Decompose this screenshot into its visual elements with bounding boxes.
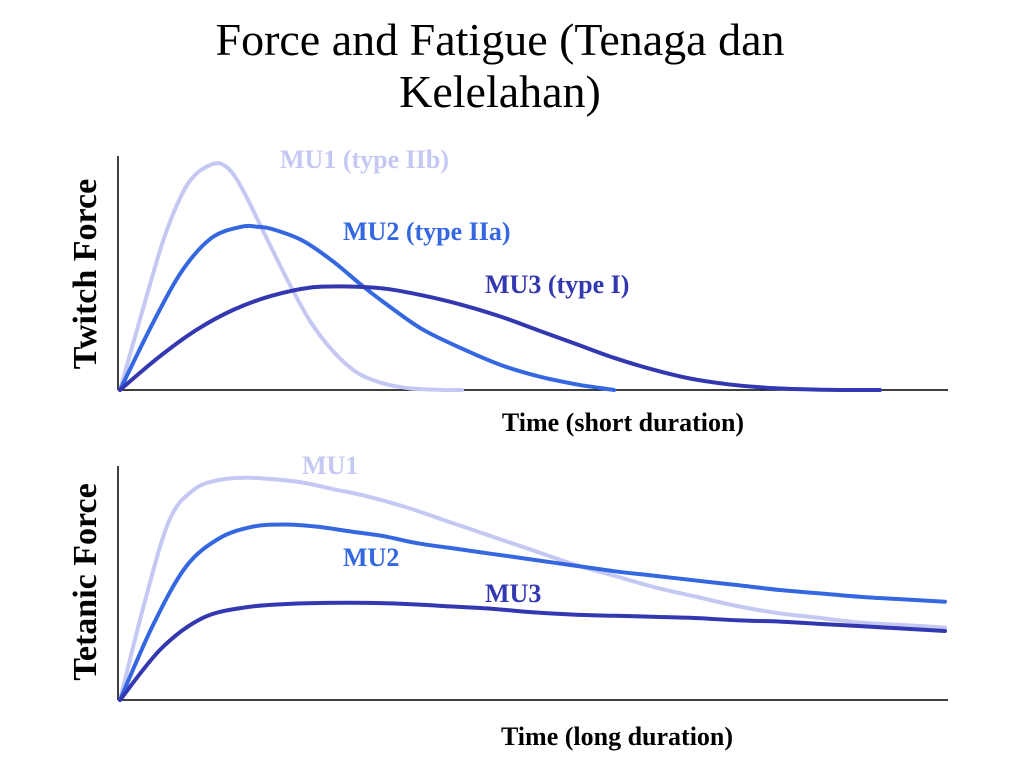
tetanic-y-axis-label: Tetanic Force <box>67 483 104 680</box>
slide-title-line-2: Kelelahan) <box>399 66 601 117</box>
series-line-mu2 <box>118 522 947 702</box>
slide-title-line-1: Force and Fatigue (Tenaga dan <box>215 14 785 65</box>
series-label-mu2: MU2 <box>343 543 399 572</box>
tetanic-force-chart: Tetanic Force Time (long duration) MU1 M… <box>67 451 948 751</box>
twitch-series-lines <box>118 161 882 393</box>
slide-title: Force and Fatigue (Tenaga dan Kelelahan) <box>0 14 1000 118</box>
series-line-mu2-type-iia <box>118 223 616 392</box>
series-label-mu3-type-i: MU3 (type I) <box>485 270 629 299</box>
tetanic-series-lines <box>118 475 947 702</box>
twitch-y-axis-label: Twitch Force <box>67 179 104 369</box>
series-label-mu1: MU1 <box>302 451 358 480</box>
series-line-mu1-type-iib <box>118 161 464 393</box>
series-line-mu3-type-i <box>118 284 882 393</box>
series-label-mu2-type-iia: MU2 (type IIa) <box>343 217 511 246</box>
twitch-x-axis-label: Time (short duration) <box>502 408 744 437</box>
series-label-mu3: MU3 <box>485 579 541 608</box>
series-line-mu3 <box>118 600 947 702</box>
twitch-force-chart: Twitch Force Time (short duration) MU1 (… <box>67 145 948 437</box>
series-label-mu1-type-iib: MU1 (type IIb) <box>280 145 449 174</box>
tetanic-x-axis-label: Time (long duration) <box>501 722 733 751</box>
series-line-mu1 <box>118 475 947 702</box>
